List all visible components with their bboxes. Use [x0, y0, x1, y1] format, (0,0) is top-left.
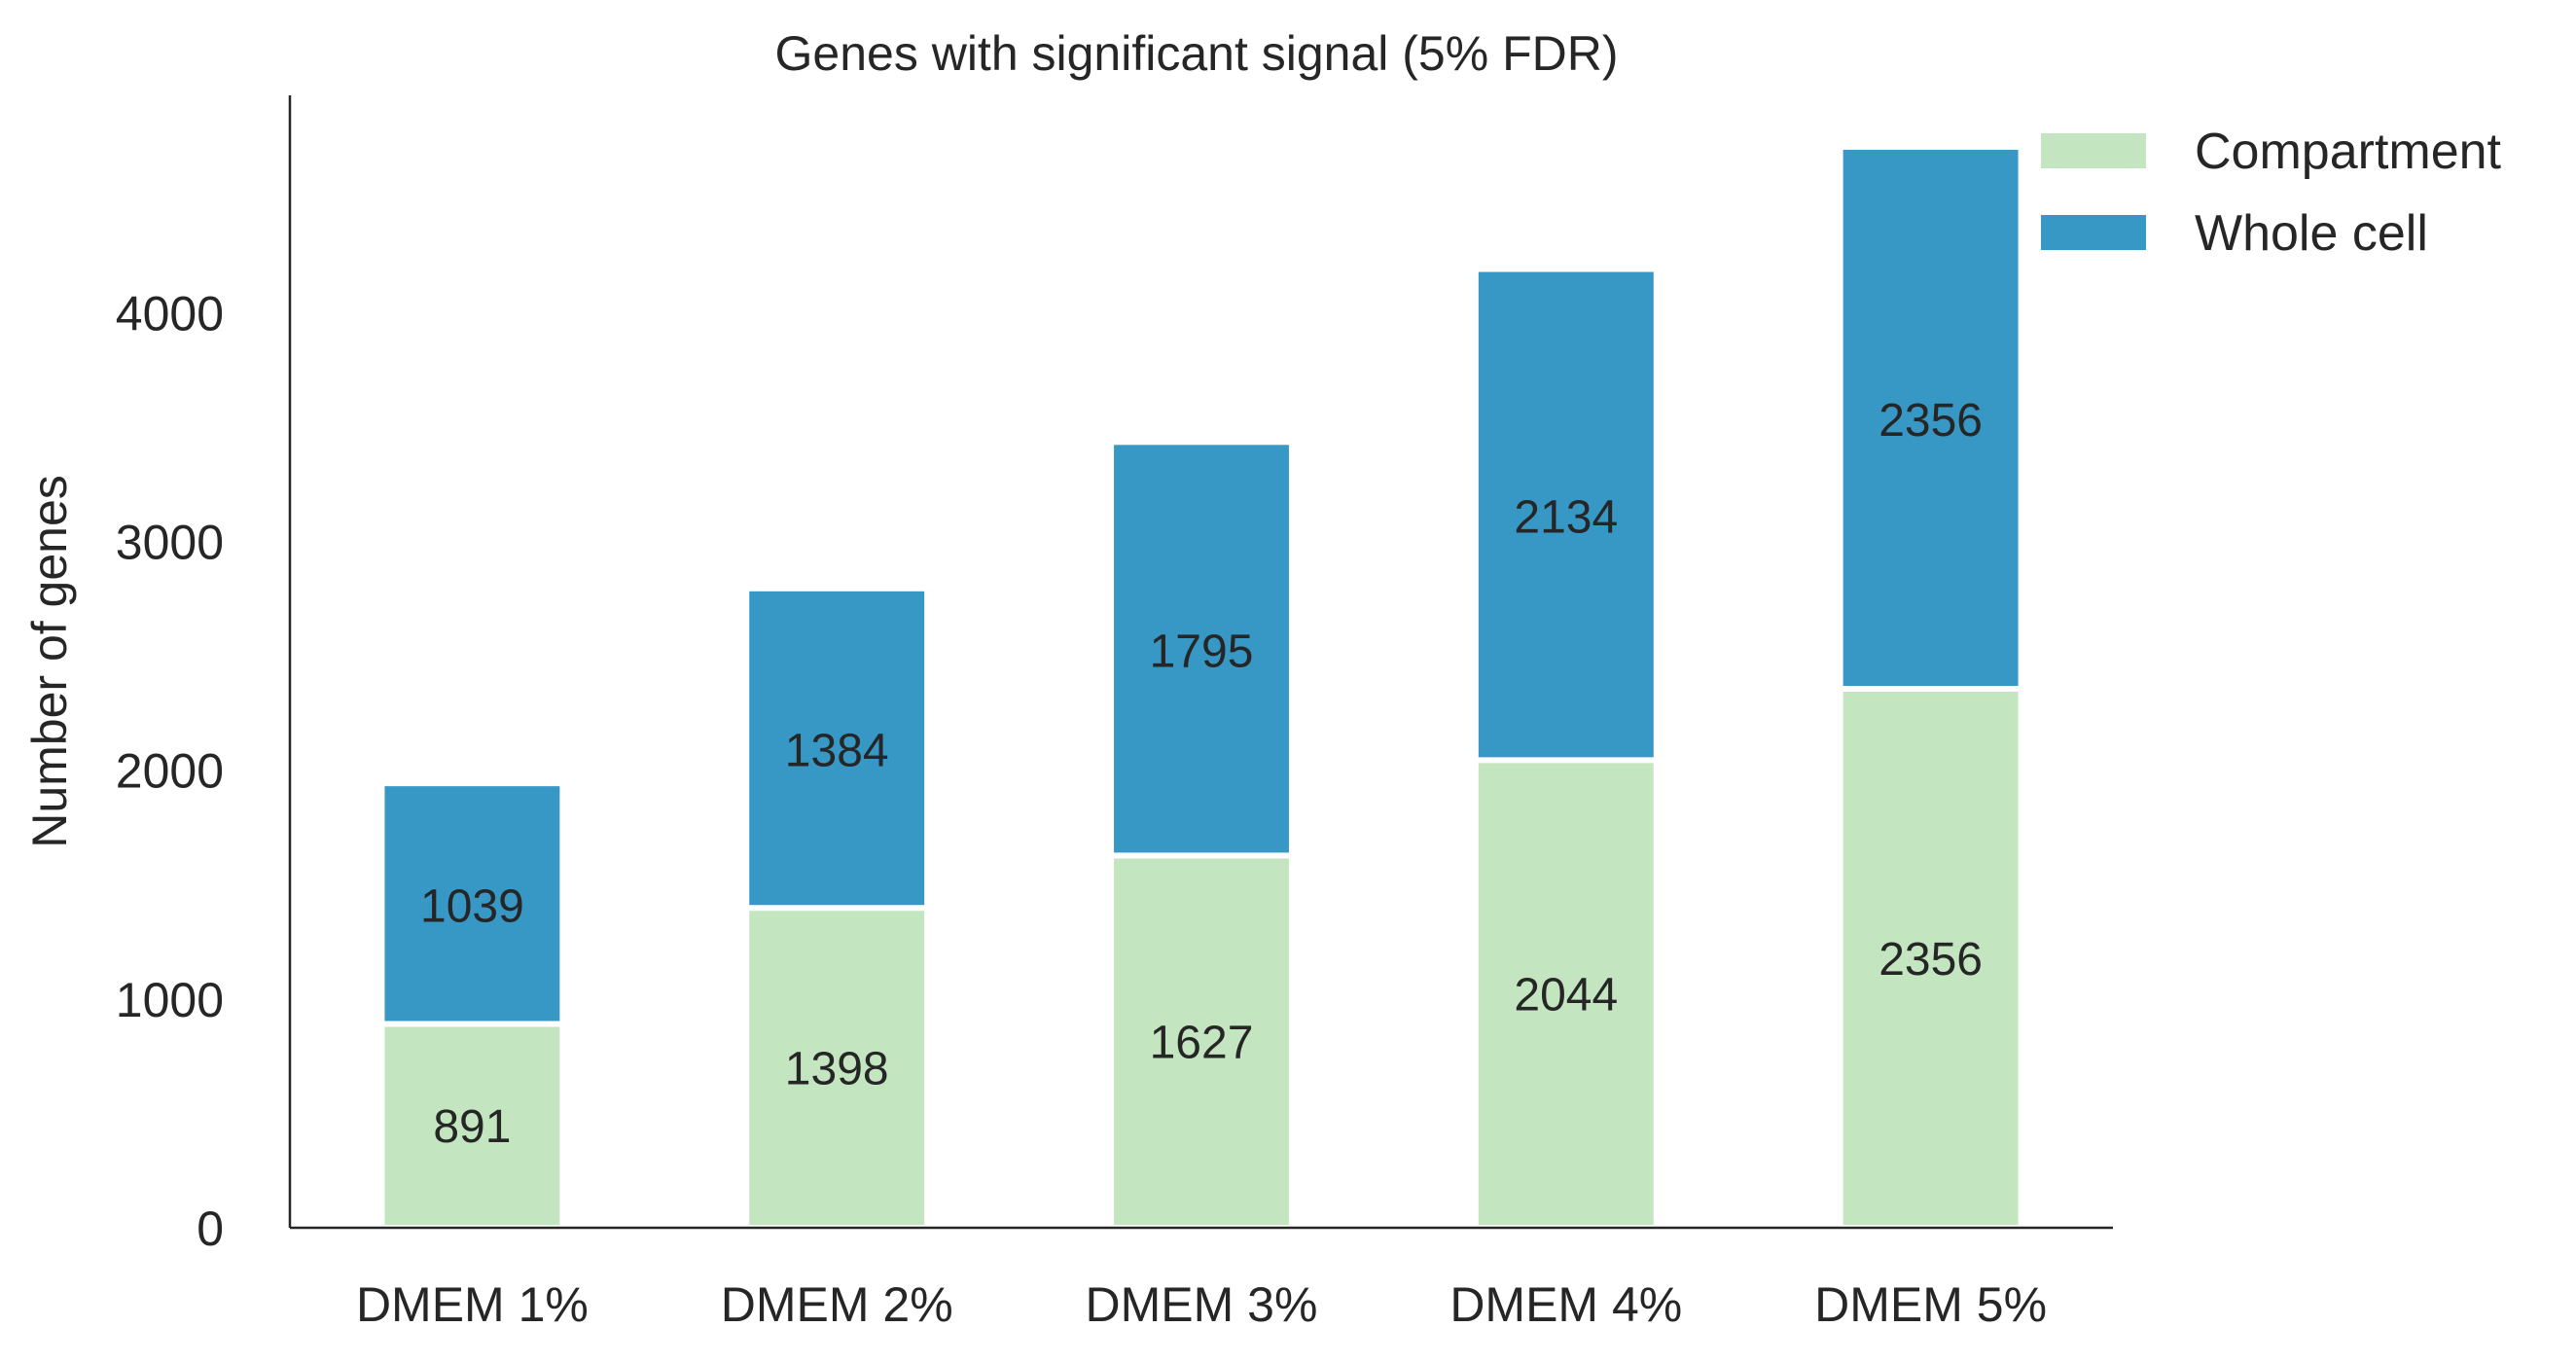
x-tick-label: DMEM 3% — [1086, 1277, 1318, 1332]
legend-swatch-whole-cell — [2041, 215, 2146, 250]
legend-label-compartment: Compartment — [2195, 124, 2502, 180]
legend: Compartment Whole cell — [2041, 124, 2502, 262]
bar-whole-cell-4 — [1478, 271, 1654, 758]
y-tick-label: 4000 — [116, 286, 224, 341]
bar-label-whole-cell-4: 2134 — [1514, 491, 1618, 543]
bar-label-compartment-1: 891 — [433, 1101, 511, 1153]
y-tick-label: 2000 — [116, 744, 224, 799]
bar-compartment-3 — [1114, 858, 1289, 1225]
y-tick-label: 0 — [197, 1202, 224, 1256]
bar-whole-cell-3 — [1114, 445, 1289, 853]
y-axis-ticks: 0 1000 2000 3000 4000 — [116, 286, 224, 1256]
y-tick-label: 3000 — [116, 516, 224, 570]
x-tick-label: DMEM 2% — [721, 1277, 953, 1332]
bar-label-whole-cell-2: 1384 — [785, 726, 889, 777]
x-tick-label: DMEM 4% — [1449, 1277, 1682, 1332]
bar-label-compartment-5: 2356 — [1878, 934, 1983, 986]
bar-whole-cell-1 — [384, 786, 560, 1022]
y-tick-label: 1000 — [116, 973, 224, 1027]
bars-group — [384, 149, 2019, 1225]
bar-label-compartment-4: 2044 — [1514, 970, 1618, 1022]
chart-title: Genes with significant signal (5% FDR) — [775, 26, 1619, 81]
bar-whole-cell-2 — [749, 591, 925, 906]
legend-swatch-compartment — [2041, 133, 2146, 168]
legend-label-whole-cell: Whole cell — [2195, 205, 2428, 262]
bar-compartment-4 — [1478, 763, 1654, 1225]
bar-compartment-2 — [749, 911, 925, 1225]
bar-label-whole-cell-5: 2356 — [1878, 395, 1983, 447]
x-tick-label: DMEM 1% — [356, 1277, 589, 1332]
bar-compartment-1 — [384, 1026, 560, 1225]
bar-labels-group: 891 1039 1398 1384 1627 1795 2044 2134 2356 2356 — [420, 395, 1983, 1153]
bar-compartment-5 — [1843, 691, 2019, 1225]
bar-label-whole-cell-1: 1039 — [420, 880, 524, 932]
x-tick-label: DMEM 5% — [1814, 1277, 2047, 1332]
bar-whole-cell-5 — [1843, 149, 2019, 686]
bar-label-compartment-3: 1627 — [1150, 1018, 1254, 1069]
x-axis-ticks: DMEM 1% DMEM 2% DMEM 3% DMEM 4% DMEM 5% — [356, 1277, 2047, 1332]
bar-label-whole-cell-3: 1795 — [1150, 626, 1254, 677]
y-axis-label: Number of genes — [22, 475, 77, 848]
bar-label-compartment-2: 1398 — [785, 1044, 889, 1095]
